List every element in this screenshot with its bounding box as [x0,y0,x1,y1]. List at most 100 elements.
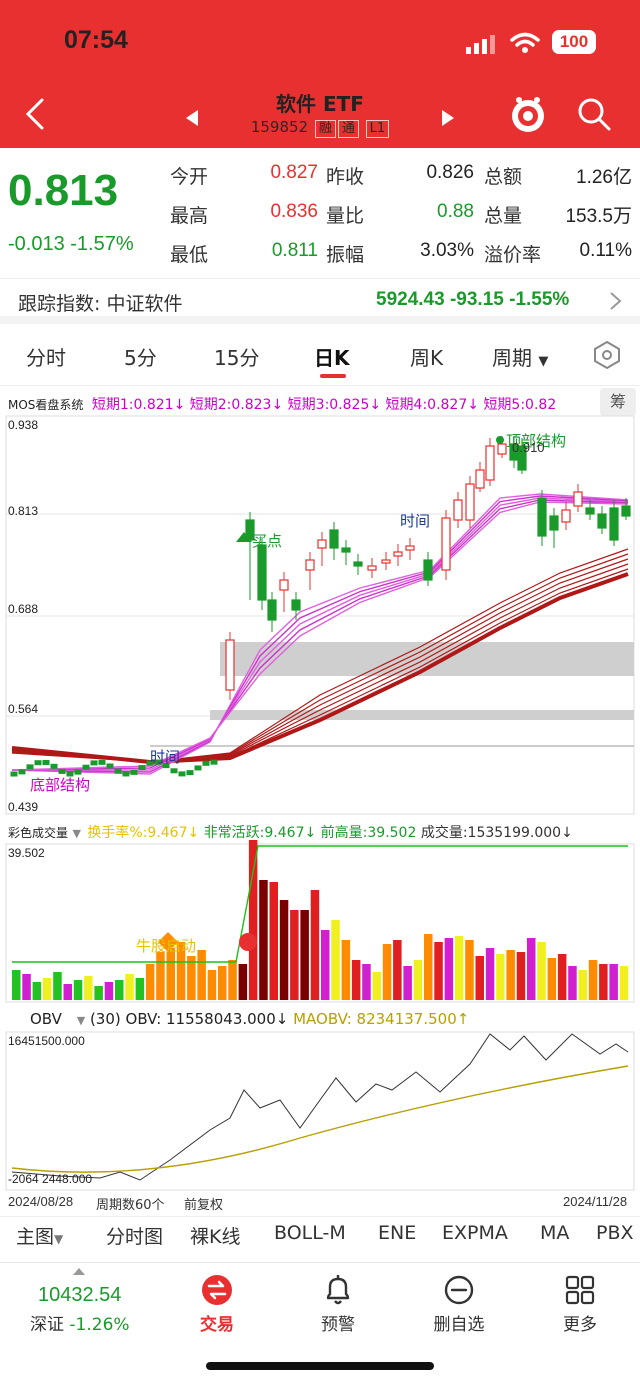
tracking-index-row[interactable] [0,278,640,324]
nav-remove-watchlist[interactable]: 删自选 [433,1315,485,1335]
obv-dropdown-icon[interactable]: ▼ [76,1014,86,1027]
volume-bar [259,880,268,1000]
chip-distribution-button[interactable]: 筹 [600,388,636,416]
volume-bar [475,956,484,1000]
robot-assistant-icon[interactable] [508,94,548,134]
short-term-3: 短期3:0.825↓ [287,397,382,413]
kline-chart-area[interactable] [0,0,640,1216]
tab-daily-k[interactable]: 日K [314,346,350,370]
total-volume-value: 153.5万 [565,206,632,227]
candle-body [279,579,289,591]
candle-body [90,760,98,766]
volume-bar [125,974,134,1000]
volume-bar [32,982,42,1000]
settings-hexagon-icon[interactable] [592,340,622,370]
back-arrow-icon[interactable] [22,96,50,132]
volume-value: 成交量:1535199.000↓ [420,825,573,841]
tab-ma[interactable]: MA [540,1222,570,1244]
nav-more[interactable]: 更多 [563,1315,597,1335]
index-name: 深证 [30,1315,64,1335]
tab-expma[interactable]: EXPMA [442,1222,508,1244]
tab-period-dropdown[interactable]: 周期 ▼ [492,342,548,371]
candle-body [26,764,34,770]
volume-bar [609,964,618,1000]
tab-intraday[interactable]: 分时 [26,346,66,370]
index-value[interactable]: 10432.54 [38,1284,122,1306]
price-panel-frame [5,415,635,815]
trade-icon[interactable] [201,1274,233,1306]
volume-ratio-label: 量比 [326,205,365,227]
tab-15min[interactable]: 15分 [214,346,260,370]
tab-weekly-k[interactable]: 周K [410,346,444,370]
nav-alert[interactable]: 预警 [321,1315,355,1335]
red-ball-icon [239,933,257,951]
volume-bar [331,920,340,1000]
tab-5min[interactable]: 5分 [124,346,157,370]
period-count: 周期数60个 [96,1198,165,1213]
prev-close-value: 0.826 [426,162,474,183]
obv-name[interactable]: OBV [30,1010,62,1028]
active-tab-indicator [320,374,346,378]
volume-bar [176,942,186,1000]
candle-body [465,483,475,521]
tab-main-chart[interactable]: 主图▼ [16,1222,63,1249]
open-label: 今开 [170,166,209,188]
next-stock-icon[interactable] [438,108,456,128]
tab-pbx[interactable]: PBX [596,1222,634,1244]
volume-panel-frame [5,843,635,1003]
stock-code: 159852 [250,118,309,136]
candle-body [194,765,202,771]
margin-tag: 融 [314,120,336,138]
candle-body [441,517,451,571]
tab-ene[interactable]: ENE [378,1222,417,1244]
amplitude-value: 3.03% [420,240,474,261]
volume-bar [568,966,577,1000]
short-term-band-line [11,501,629,771]
candle-body [393,551,403,557]
bell-icon[interactable] [323,1274,353,1306]
volume-bar [506,950,515,1000]
chevron-right-icon [610,292,622,310]
more-grid-icon[interactable] [564,1274,596,1306]
volume-bar [547,958,557,1000]
candle-body [257,544,267,601]
nav-trade[interactable]: 交易 [200,1315,234,1335]
high-value: 0.836 [270,201,318,222]
top-structure-dot [496,436,504,444]
adjust-mode[interactable]: 前复权 [184,1198,224,1213]
candle-body [497,443,507,455]
candle-body [58,768,66,774]
main-indicator-name[interactable]: MOS看盘系统 [8,398,84,412]
dropdown-triangle-icon[interactable]: ▼ [72,827,81,840]
tab-intraday-chart[interactable]: 分时图 [106,1226,164,1248]
current-price: 0.813 [8,166,119,215]
collapse-up-icon[interactable] [72,1266,86,1276]
volume-bar [63,984,72,1000]
remove-watchlist-icon[interactable] [443,1274,475,1306]
candle-body [573,491,583,507]
tab-boll-m[interactable]: BOLL-M [274,1222,346,1244]
candle-body [178,771,186,777]
volume-bar [238,964,248,1000]
volume-axis-top: 39.502 [8,846,45,860]
search-icon[interactable] [576,96,612,132]
top-price-label: 0.910 [512,440,545,455]
candle-body [10,771,18,777]
volume-indicator-name[interactable]: 彩色成交量 [8,826,69,840]
candle-body [291,599,301,611]
tab-naked-k[interactable]: 裸K线 [190,1226,241,1248]
candle-body [130,769,138,775]
volume-bar [413,960,423,1000]
volume-bar [279,900,289,1000]
volume-bar [341,940,351,1000]
candle-body [170,768,178,774]
volume-bar [166,948,175,1000]
open-value: 0.827 [270,162,318,183]
obv-panel-frame [5,1031,635,1191]
prev-close-label: 昨收 [326,166,365,188]
obv-value: OBV: 11558043.000↓ [125,1010,289,1028]
stock-title: 软件 ETF [276,92,364,116]
main-indicator-row: MOS看盘系统 短期1:0.821↓ 短期2:0.823↓ 短期3:0.825↓… [8,394,556,414]
obv-axis-top: 16451500.000 [8,1034,85,1048]
prev-stock-icon[interactable] [184,108,202,128]
